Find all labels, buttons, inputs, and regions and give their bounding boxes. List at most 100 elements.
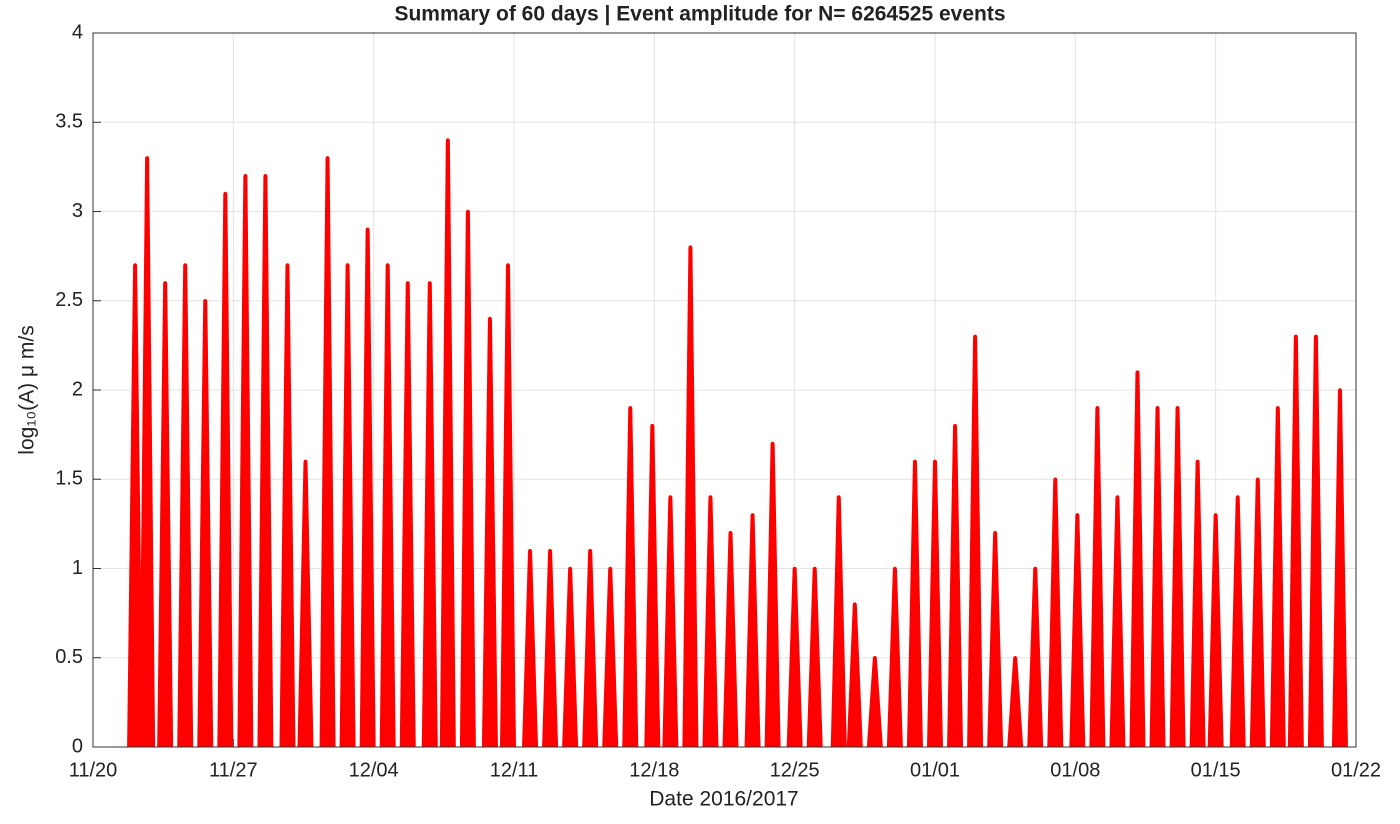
event-burst (927, 461, 943, 747)
peak-event (506, 263, 510, 267)
x-tick-label: 01/01 (910, 759, 960, 781)
peak-event (933, 459, 937, 464)
event-burst (421, 282, 438, 747)
event-burst (157, 282, 174, 747)
event-burst (1249, 479, 1266, 747)
event-burst (1169, 407, 1186, 747)
event-burst (987, 532, 1004, 747)
event-burst (947, 425, 964, 747)
y-tick-label: 2 (72, 378, 83, 400)
peak-event (1235, 495, 1240, 499)
peak-event (913, 459, 917, 464)
y-axis-label: log₁₀(A) μ m/s (16, 325, 39, 454)
peak-event (588, 548, 592, 553)
peak-event (836, 495, 841, 499)
event-burst (1149, 407, 1166, 747)
peak-event (1115, 495, 1120, 499)
peak-event (1135, 370, 1140, 374)
peak-event (365, 227, 370, 232)
peak-event (405, 281, 410, 285)
peak-event (1294, 334, 1298, 339)
peak-event (688, 245, 693, 249)
peak-event (303, 459, 308, 464)
event-burst (744, 514, 761, 747)
event-burst (786, 568, 803, 747)
peak-event (446, 138, 450, 142)
chart-title: Summary of 60 days | Event amplitude for… (394, 3, 1005, 26)
event-burst (806, 568, 823, 747)
event-burst (217, 193, 234, 747)
y-tick-label: 1.5 (55, 468, 83, 490)
event-burst (1307, 336, 1324, 747)
event-burst (562, 568, 579, 747)
peak-event (428, 281, 432, 285)
peak-event (548, 548, 552, 553)
peak-event (1195, 459, 1200, 464)
peak-event (203, 298, 208, 303)
event-burst (459, 211, 476, 747)
event-burst (846, 604, 863, 747)
event-burst (622, 407, 639, 747)
peak-event (873, 655, 877, 660)
event-burst (127, 265, 144, 747)
peak-event (893, 566, 897, 571)
peak-event (1175, 406, 1180, 410)
event-burst (1189, 461, 1206, 747)
peak-event (973, 334, 977, 339)
y-tick-label: 3.5 (55, 111, 83, 133)
event-burst (297, 461, 314, 747)
peak-event (1053, 477, 1058, 482)
y-tick-label: 2.5 (55, 289, 83, 311)
peak-event (1276, 406, 1280, 410)
peak-event (668, 495, 673, 499)
event-burst (722, 532, 739, 747)
event-burst (702, 497, 719, 747)
peak-event (145, 156, 149, 160)
peak-event (1013, 655, 1017, 660)
x-tick-label: 11/20 (69, 759, 118, 781)
peak-event (812, 566, 817, 571)
event-burst (279, 265, 296, 747)
event-burst (830, 497, 847, 747)
peak-event (163, 281, 167, 285)
event-burst (644, 425, 661, 747)
event-burst (542, 550, 559, 747)
peak-event (133, 263, 137, 267)
event-burst (602, 568, 619, 747)
plot-frame (92, 32, 1357, 748)
peak-event (708, 495, 713, 499)
event-burst (866, 657, 883, 747)
peak-event (1075, 513, 1080, 517)
peak-event (1095, 406, 1100, 410)
event-burst (197, 300, 214, 747)
event-burst (139, 157, 156, 747)
event-burst (439, 140, 456, 748)
peak-event (628, 406, 633, 410)
peak-event (568, 566, 572, 571)
y-tick-label: 0.5 (55, 646, 83, 668)
peak-event (608, 566, 613, 571)
peak-event (1338, 388, 1342, 392)
y-tick-label: 3 (72, 200, 83, 222)
peak-event (528, 548, 532, 553)
peak-event (1314, 334, 1318, 339)
event-burst (967, 336, 984, 747)
peak-event (466, 209, 470, 214)
event-burst (682, 247, 699, 747)
x-axis-label: Date 2016/2017 (649, 788, 798, 811)
event-burst (379, 265, 396, 747)
event-burst (237, 175, 254, 748)
x-tick-label: 01/22 (1331, 759, 1381, 781)
event-burst (1027, 568, 1044, 747)
peak-event (223, 191, 228, 196)
x-tick-label: 12/25 (770, 759, 820, 781)
event-burst (319, 157, 336, 747)
peak-event (488, 316, 492, 321)
peak-event (345, 263, 350, 267)
event-burst (1047, 479, 1064, 747)
event-burst (1269, 407, 1286, 747)
event-burst (1069, 514, 1086, 747)
event-burst (481, 318, 498, 747)
event-burst (359, 229, 376, 748)
